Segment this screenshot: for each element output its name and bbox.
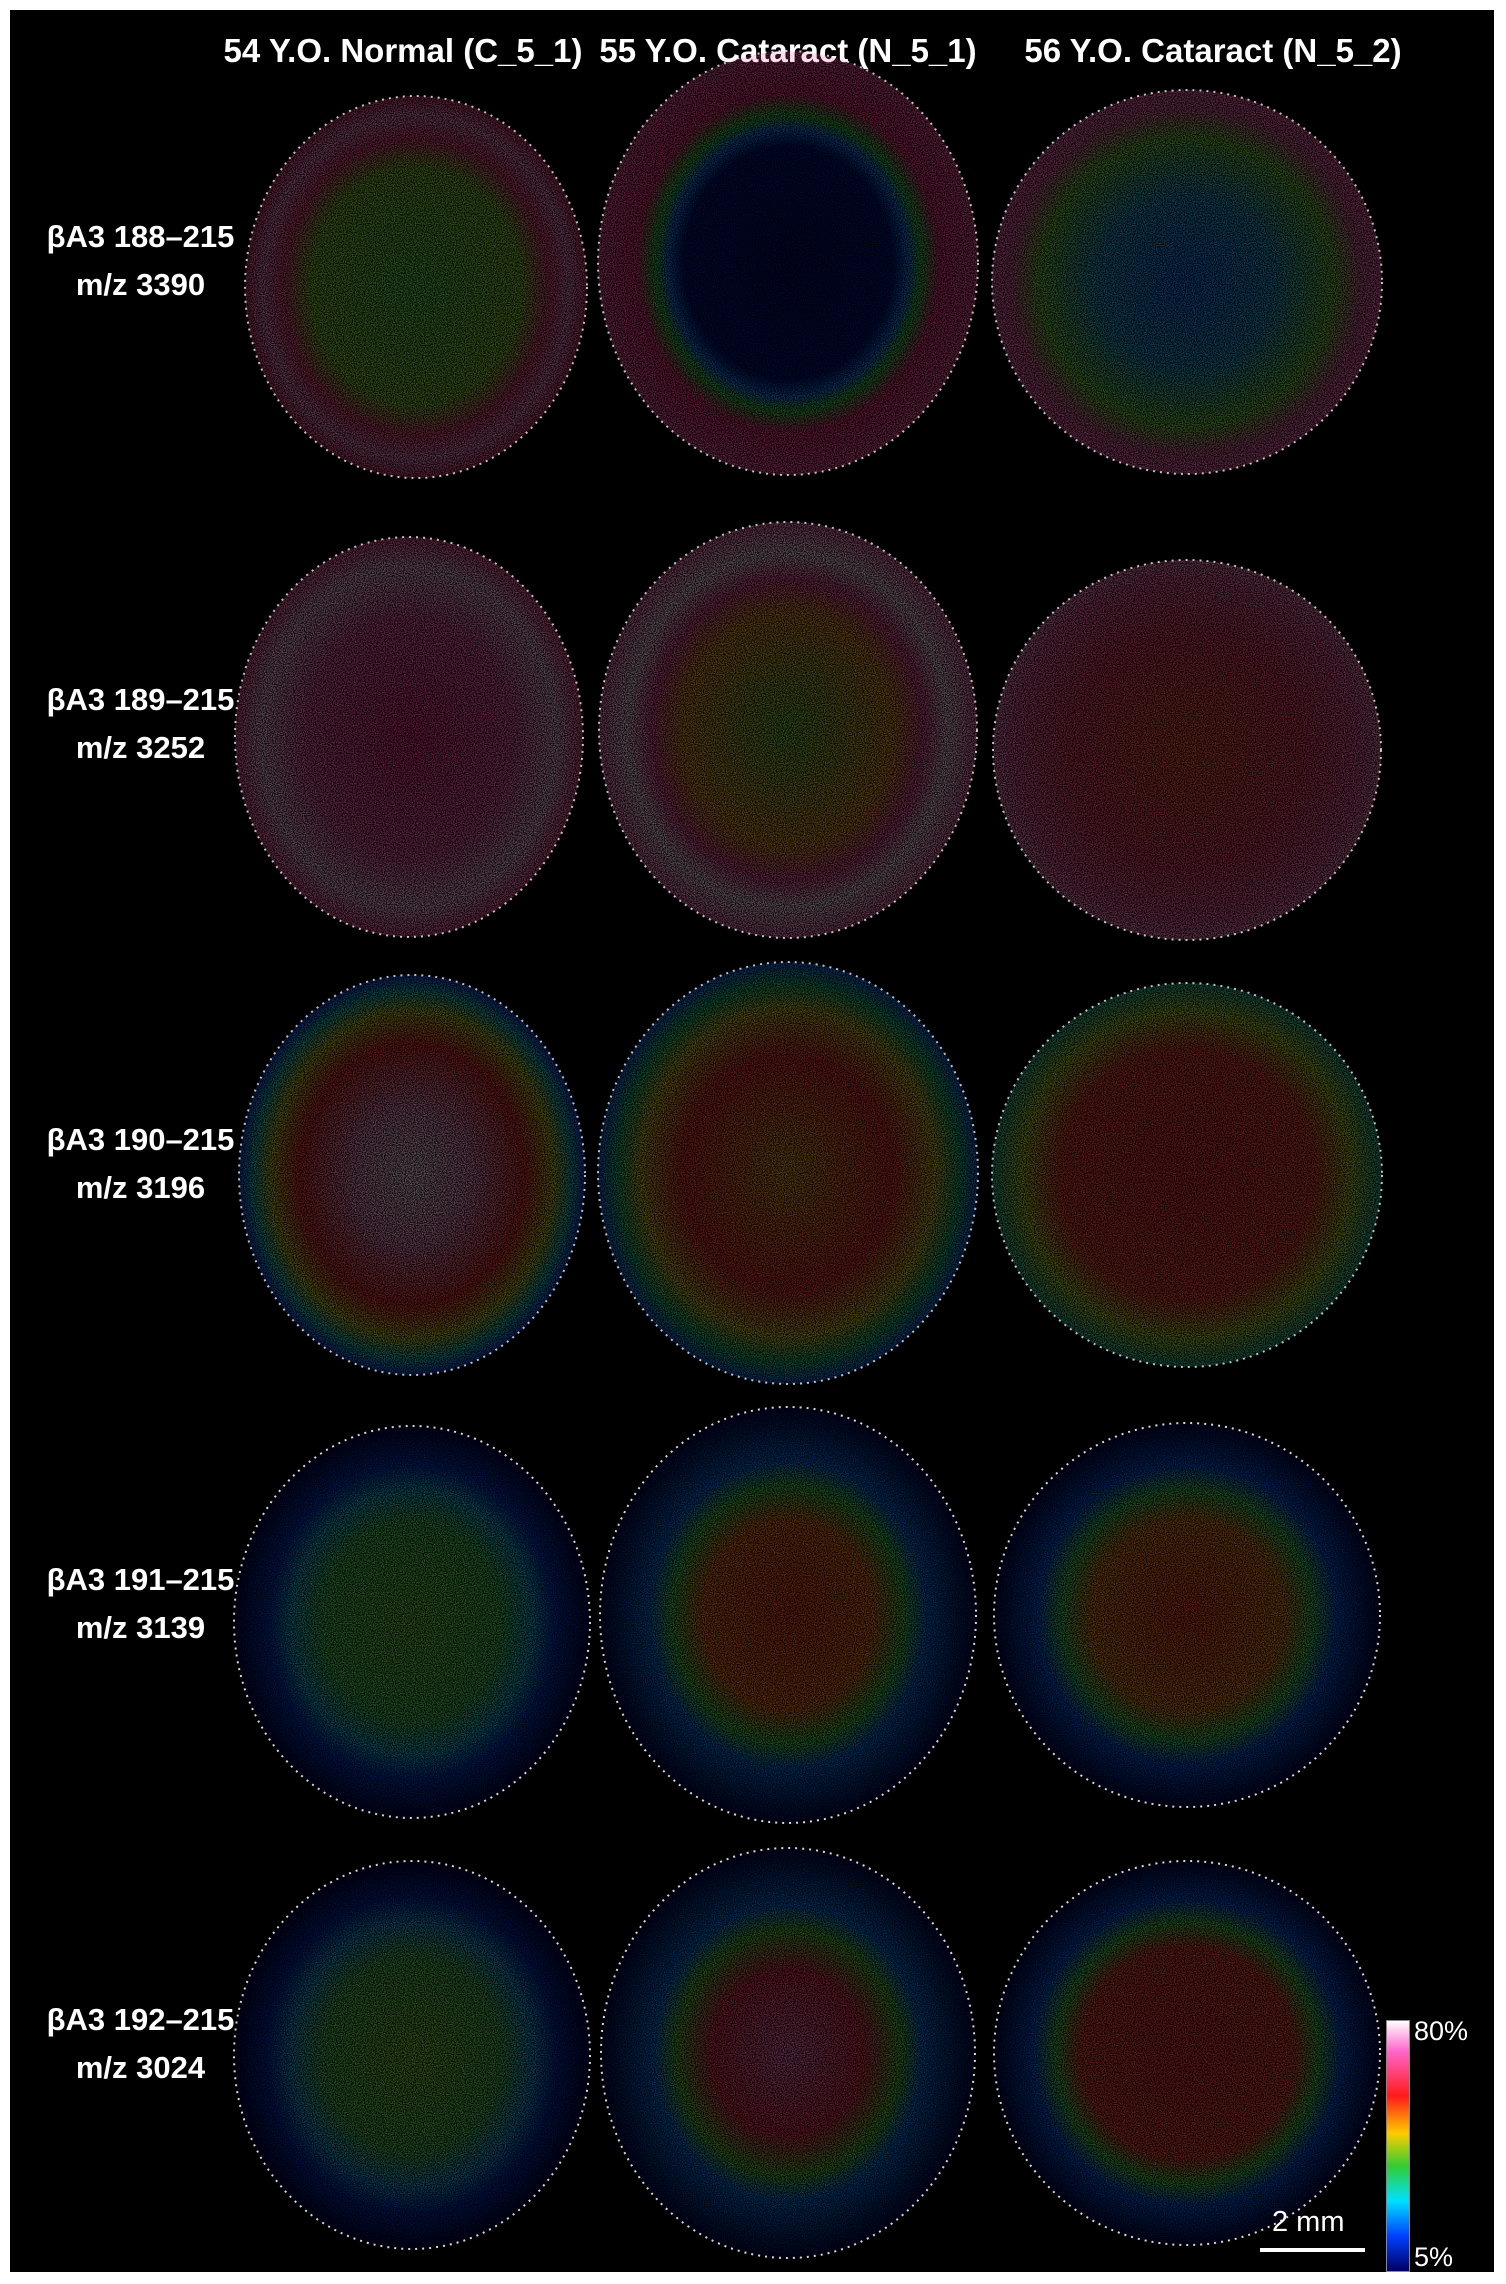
mz-label: m/z 3390	[75, 267, 206, 302]
mz-label: m/z 3252	[75, 730, 206, 765]
ims-map-r4-c3	[993, 1422, 1381, 1808]
colorbar-max-label: 80%	[1414, 2016, 1469, 2046]
peptide-label: βA3 190–215	[46, 1122, 235, 1157]
ims-map-r2-c1	[234, 536, 584, 938]
ims-map-r4-c1	[233, 1425, 591, 1819]
row-label-4: βA3 191–215 m/z 3139	[28, 1556, 253, 1652]
row-label-2: βA3 189–215 m/z 3252	[28, 676, 253, 772]
ims-map-r2-c2	[598, 521, 978, 939]
column-header-cataract-56: 56 Y.O. Cataract (N_5_2)	[1024, 32, 1402, 69]
intensity-colorbar	[1386, 2020, 1410, 2272]
ims-map-r1-c3	[991, 89, 1383, 475]
peptide-label: βA3 191–215	[46, 1562, 235, 1597]
mz-label: m/z 3196	[75, 1170, 206, 1205]
ims-map-r3-c2	[597, 961, 979, 1385]
row-label-3: βA3 190–215 m/z 3196	[28, 1116, 253, 1212]
ims-map-r3-c3	[991, 982, 1383, 1368]
colorbar-min-label: 5%	[1414, 2242, 1454, 2272]
ims-map-r3-c1	[238, 974, 586, 1376]
ims-map-r1-c2	[597, 50, 979, 476]
scale-bar	[1260, 2248, 1365, 2252]
row-label-5: βA3 192–215 m/z 3024	[28, 1996, 253, 2092]
ims-map-r5-c2	[600, 1847, 976, 2259]
row-label-1: βA3 188–215 m/z 3390	[28, 213, 253, 309]
ims-map-grid	[233, 50, 1383, 2259]
ims-map-r5-c3	[993, 1860, 1381, 2246]
mz-label: m/z 3024	[75, 2050, 206, 2085]
ims-map-r5-c1	[233, 1860, 591, 2250]
peptide-label: βA3 189–215	[46, 682, 235, 717]
column-header-normal-54: 54 Y.O. Normal (C_5_1)	[223, 32, 583, 69]
figure-panel: 54 Y.O. Normal (C_5_1) 55 Y.O. Cataract …	[10, 10, 1494, 2272]
peptide-label: βA3 188–215	[46, 219, 235, 254]
ims-map-r1-c1	[244, 95, 588, 479]
mz-label: m/z 3139	[75, 1610, 206, 1645]
scale-bar-label: 2 mm	[1272, 2206, 1345, 2238]
peptide-label: βA3 192–215	[46, 2002, 235, 2037]
ims-map-r2-c3	[992, 559, 1382, 941]
ims-map-r4-c2	[599, 1406, 977, 1824]
